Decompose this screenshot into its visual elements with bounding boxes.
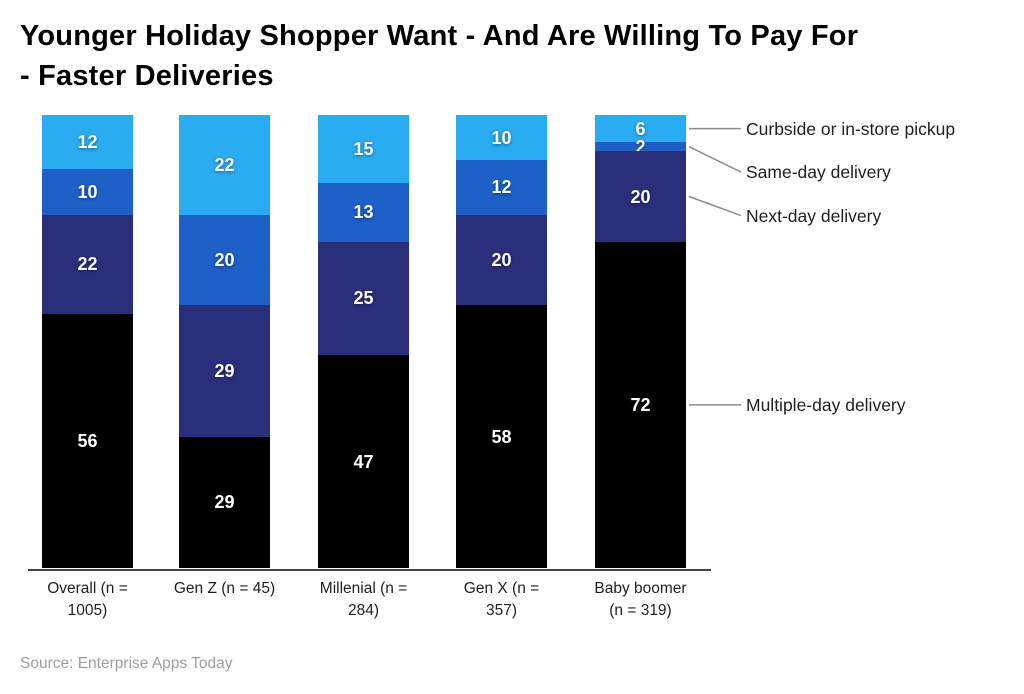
segment-curbside-or-in-store-pickup-baby-boomer-n-319 [595, 115, 686, 143]
segment-curbside-or-in-store-pickup-millenial-n-284 [318, 115, 409, 183]
segment-value-label: 10 [77, 182, 98, 202]
leader-line-next-day-delivery [688, 195, 742, 217]
x-axis-line [28, 569, 711, 571]
chart-title-line-2: - Faster Deliveries [20, 60, 274, 92]
segment-value-label: 47 [353, 451, 374, 472]
segment-value-label: 13 [353, 202, 374, 223]
bar-overall-n-1005: 12 10 22 56 [42, 115, 133, 568]
segment-value-label: 58 [491, 426, 512, 447]
segment-same-day-delivery-overall-n-1005 [42, 169, 133, 215]
x-axis-label-overall-n-1005: Overall (n = 1005) [47, 580, 128, 619]
segment-value-label: 10 [491, 127, 512, 148]
segment-next-day-delivery-gen-z-n-45 [179, 305, 270, 437]
segment-next-day-delivery-millenial-n-284 [318, 241, 409, 356]
bar-baby-boomer-n-319: 6 2 20 72 [595, 115, 686, 568]
segment-value-label: 22 [77, 254, 98, 275]
segment-value-label: 20 [491, 249, 512, 270]
segment-same-day-delivery-gen-x-n-357 [456, 160, 547, 215]
segment-value-label: 12 [77, 132, 98, 153]
segment-next-day-delivery-gen-x-n-357 [456, 214, 547, 306]
chart-title-line-1: Younger Holiday Shopper Want - And Are W… [20, 20, 859, 52]
x-axis-label-gen-z-n-45: Gen Z (n = 45) [173, 580, 276, 597]
segment-value-label: 20 [214, 249, 235, 270]
segment-value-label: 29 [214, 360, 235, 381]
segment-multiple-day-delivery-overall-n-1005 [42, 314, 133, 568]
segment-value-label: 22 [214, 154, 235, 175]
segment-same-day-delivery-millenial-n-284 [318, 182, 409, 242]
legend-label-multiple-day-delivery: Multiple-day delivery [746, 394, 906, 415]
segment-multiple-day-delivery-millenial-n-284 [318, 355, 409, 568]
segment-value-label: 56 [77, 431, 98, 452]
segment-value-label: 20 [630, 186, 651, 207]
segment-multiple-day-delivery-gen-x-n-357 [456, 305, 547, 568]
legend-label-curbside-or-in-store-pickup: Curbside or in-store pickup [746, 118, 956, 139]
segment-value-label: 12 [491, 177, 512, 198]
segment-same-day-delivery-gen-z-n-45 [179, 214, 270, 306]
source-note: Source: Enterprise Apps Today [20, 655, 233, 672]
x-axis-label-baby-boomer-n-319: Baby boomer (n = 319) [594, 580, 687, 619]
chart-title: Younger Holiday Shopper Want - And Are W… [20, 16, 1010, 96]
legend-label-next-day-delivery: Next-day delivery [746, 205, 882, 226]
x-axis-label-millenial-n-284: Millenial (n = 284) [319, 580, 408, 619]
x-axis-label-gen-x-n-357: Gen X (n = 357) [463, 580, 540, 619]
segment-curbside-or-in-store-pickup-gen-z-n-45 [179, 115, 270, 215]
segment-multiple-day-delivery-baby-boomer-n-319 [595, 241, 686, 568]
segment-value-label: 72 [630, 394, 651, 415]
segment-same-day-delivery-baby-boomer-n-319 [595, 142, 686, 152]
segment-value-label: 25 [353, 288, 374, 309]
segment-next-day-delivery-overall-n-1005 [42, 214, 133, 315]
leader-line-same-day-delivery [688, 146, 742, 173]
segment-curbside-or-in-store-pickup-overall-n-1005 [42, 115, 133, 170]
segment-curbside-or-in-store-pickup-gen-x-n-357 [456, 115, 547, 161]
segment-value-label: 15 [353, 138, 374, 159]
bar-gen-z-n-45: 22 20 29 29 [179, 115, 270, 568]
segment-multiple-day-delivery-gen-z-n-45 [179, 436, 270, 568]
bar-gen-x-n-357: 10 12 20 58 [456, 115, 547, 568]
segment-next-day-delivery-baby-boomer-n-319 [595, 151, 686, 242]
segment-value-label: 29 [214, 492, 235, 513]
segment-value-label: 2 [635, 136, 646, 157]
segment-value-label: 6 [635, 118, 646, 139]
legend-label-same-day-delivery: Same-day delivery [746, 162, 891, 183]
bar-millenial-n-284: 15 13 25 47 [318, 115, 409, 568]
